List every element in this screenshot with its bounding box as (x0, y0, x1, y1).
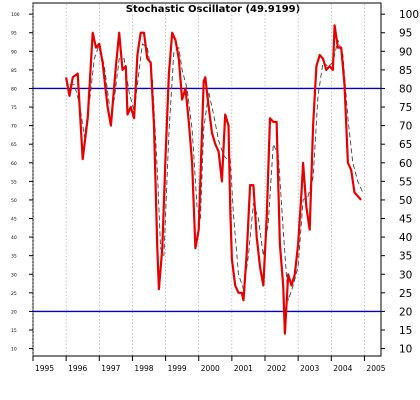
y-tick-label-right: 15 (399, 325, 412, 337)
y-tick-label-right: 20 (399, 306, 412, 318)
y-tick-label-left: 60 (11, 161, 17, 167)
y-tick-label-right: 10 (399, 344, 412, 356)
y-tick-label-right: 30 (399, 269, 412, 281)
y-tick-label-left: 70 (11, 124, 17, 130)
y-tick-label-right: 95 (399, 28, 412, 40)
y-tick-label-left: 15 (11, 328, 17, 334)
y-tick-label-right: 75 (399, 102, 412, 114)
x-tick-label: 2000 (201, 364, 220, 373)
y-tick-label-left: 10 (11, 347, 17, 353)
y-tick-label-left: 100 (11, 12, 20, 18)
y-tick-label-left: 55 (11, 179, 17, 185)
x-tick-label: 2001 (234, 364, 253, 373)
y-tick-label-left: 35 (11, 254, 17, 260)
y-tick-label-left: 75 (11, 105, 17, 111)
y-tick-label-left: 25 (11, 291, 17, 297)
y-tick-label-right: 85 (399, 65, 412, 77)
x-tick-label: 1996 (68, 364, 87, 373)
y-tick-label-left: 80 (11, 86, 17, 92)
y-tick-label-left: 65 (11, 142, 17, 148)
y-tick-label-right: 80 (399, 83, 412, 95)
x-tick-label: 1998 (134, 364, 153, 373)
x-tick-label: 1995 (35, 364, 54, 373)
y-tick-label-left: 30 (11, 272, 17, 278)
chart-title: Stochastic Oscillator (49.9199) (126, 4, 300, 15)
x-tick-label: 2002 (267, 364, 286, 373)
y-tick-label-left: 45 (11, 217, 17, 223)
y-tick-label-right: 50 (399, 195, 412, 207)
y-tick-label-left: 95 (11, 31, 17, 37)
x-tick-label: 2004 (333, 364, 352, 373)
y-tick-label-right: 40 (399, 232, 412, 244)
y-tick-label-left: 90 (11, 49, 17, 55)
x-tick-label: 2005 (366, 364, 385, 373)
x-tick-label: 2003 (300, 364, 319, 373)
y-tick-label-left: 20 (11, 309, 17, 315)
y-tick-label-left: 50 (11, 198, 17, 204)
plot-frame (32, 2, 382, 357)
y-tick-label-right: 90 (399, 46, 412, 58)
y-tick-label-right: 25 (399, 288, 412, 300)
y-tick-label-right: 55 (399, 176, 412, 188)
y-tick-label-right: 60 (399, 158, 412, 170)
y-tick-label-right: 100 (399, 9, 419, 21)
y-tick-label-right: 45 (399, 214, 412, 226)
y-tick-label-left: 40 (11, 235, 17, 241)
x-tick-label: 1997 (101, 364, 120, 373)
y-tick-label-right: 65 (399, 139, 412, 151)
y-tick-label-right: 35 (399, 251, 412, 263)
y-tick-label-right: 70 (399, 121, 412, 133)
x-tick-label: 1999 (168, 364, 187, 373)
y-tick-label-left: 85 (11, 68, 17, 74)
stochastic-line (65, 24, 362, 335)
